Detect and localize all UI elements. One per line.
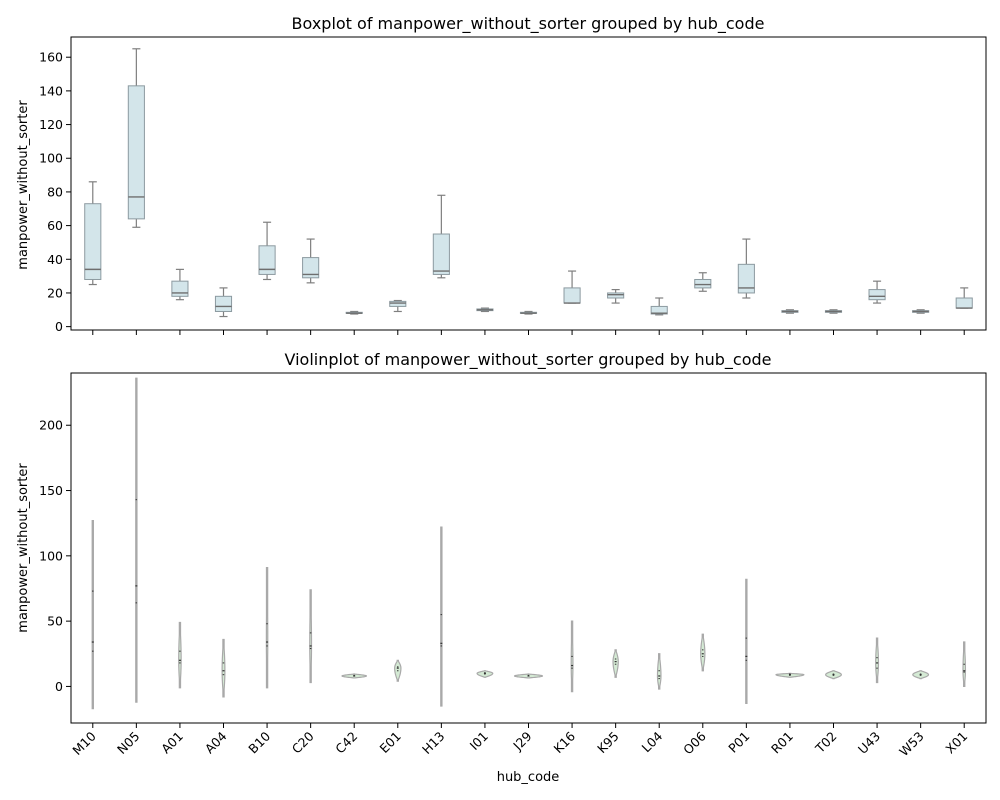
box-body <box>432 233 450 275</box>
violin-K16 <box>570 620 574 693</box>
violin-body <box>221 638 226 698</box>
boxplot-y-tick-label: 140 <box>39 83 63 98</box>
box-W53 <box>912 309 930 314</box>
box-C20 <box>302 238 320 284</box>
violin-U43 <box>875 637 880 684</box>
violin-C20 <box>309 589 313 684</box>
violin-body <box>745 578 748 705</box>
violin-body <box>700 633 706 672</box>
violin-W53 <box>912 670 930 680</box>
boxplot-y-axis-label: manpower_without_sorter <box>16 100 31 270</box>
box-U43 <box>868 280 886 304</box>
violin-body <box>440 526 443 707</box>
violin-J29 <box>513 673 544 679</box>
boxplot-title: Boxplot of manpower_without_sorter group… <box>292 14 765 34</box>
violin-N05 <box>135 377 138 703</box>
box-body <box>607 292 625 299</box>
violin-M10 <box>91 519 94 710</box>
violinplot-y-tick-label: 0 <box>55 679 63 694</box>
violin-body <box>178 621 182 689</box>
violin-I01 <box>476 670 494 678</box>
violin-body <box>265 566 269 689</box>
box-P01 <box>737 238 755 299</box>
box-E01 <box>389 299 407 313</box>
violin-L04 <box>656 653 662 690</box>
violinplot-y-tick-label: 150 <box>39 483 63 498</box>
box-R01 <box>781 309 799 314</box>
violinplot-y-tick-label: 200 <box>39 418 63 433</box>
violinplot-y-tick-label: 100 <box>39 548 63 563</box>
box-body <box>171 280 189 297</box>
box-N05 <box>127 48 145 228</box>
violinplot-marks <box>91 377 967 710</box>
violin-body <box>875 637 880 684</box>
box-I01 <box>476 307 494 313</box>
violin-H13 <box>440 526 443 707</box>
violinplot-x-axis-label: hub_code <box>497 770 560 785</box>
boxplot-frame <box>70 36 987 331</box>
violin-T02 <box>825 670 842 680</box>
violinplot-y-axis-label: manpower_without_sorter <box>16 463 31 633</box>
violin-body <box>309 589 313 684</box>
violin-body <box>91 519 94 710</box>
violinplot-y-ticks: 0 50 100 150 200 <box>39 418 71 694</box>
violin-E01 <box>394 659 402 682</box>
box-H13 <box>432 194 450 279</box>
violin-body <box>135 377 138 703</box>
boxplot-y-tick-label: 0 <box>55 319 63 334</box>
violin-C42 <box>341 673 368 679</box>
box-T02 <box>824 309 843 314</box>
box-body <box>389 300 407 307</box>
violin-P01 <box>745 578 748 705</box>
box-body <box>258 245 276 275</box>
violin-X01 <box>962 641 967 688</box>
box-X01 <box>955 287 973 309</box>
violin-body <box>612 649 619 678</box>
box-body <box>302 257 320 279</box>
boxplot-y-tick-label: 60 <box>47 218 63 233</box>
boxplot-y-tick-label: 80 <box>47 184 63 199</box>
box-body <box>84 203 102 280</box>
box-body <box>955 297 973 309</box>
box-J29 <box>519 310 538 315</box>
violin-R01 <box>775 672 805 678</box>
box-L04 <box>650 297 668 316</box>
boxplot-y-tick-label: 160 <box>39 50 63 65</box>
violinplot-y-tick-label: 50 <box>47 614 63 629</box>
box-body <box>737 263 755 294</box>
box-M10 <box>84 181 102 286</box>
violin-K95 <box>612 649 619 678</box>
violin-body <box>656 653 662 690</box>
box-K95 <box>607 288 625 304</box>
boxplot-y-tick-label: 20 <box>47 285 63 300</box>
box-A01 <box>171 268 189 301</box>
box-body <box>650 305 668 315</box>
box-body <box>127 85 145 220</box>
box-body <box>868 289 886 301</box>
boxplot-marks <box>84 48 973 318</box>
boxplot-y-tick-label: 120 <box>39 117 63 132</box>
violin-A04 <box>221 638 226 698</box>
boxplot-y-tick-label: 100 <box>39 151 63 166</box>
violin-B10 <box>265 566 269 689</box>
box-body <box>214 295 233 312</box>
box-O06 <box>694 272 712 292</box>
boxplot-y-tick-label: 40 <box>47 252 63 267</box>
violinplot-title: Violinplot of manpower_without_sorter gr… <box>284 350 771 370</box>
boxplot-panel: Boxplot of manpower_without_sorter group… <box>16 14 987 335</box>
boxplot-x-ticks <box>92 330 965 335</box>
violin-O06 <box>700 633 706 672</box>
violin-A01 <box>178 621 182 689</box>
violinplot-frame <box>70 372 987 724</box>
box-B10 <box>258 221 276 281</box>
box-body <box>694 278 712 289</box>
box-K16 <box>563 270 581 304</box>
box-A04 <box>214 287 233 318</box>
box-C42 <box>345 310 363 315</box>
boxplot-y-ticks: 0 20 40 60 80 100 120 140 160 <box>39 50 71 334</box>
box-body <box>563 287 581 304</box>
